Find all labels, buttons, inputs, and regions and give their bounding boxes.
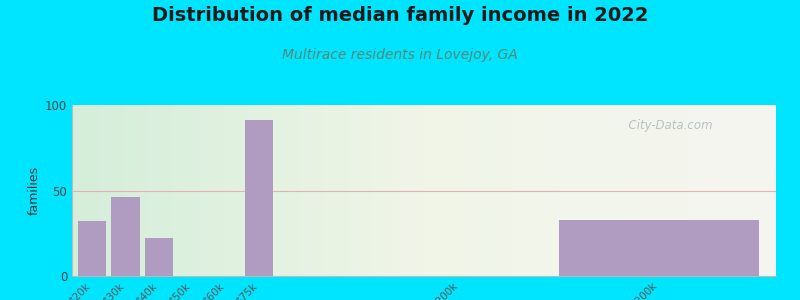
Text: Multirace residents in Lovejoy, GA: Multirace residents in Lovejoy, GA [282, 48, 518, 62]
Bar [559, 220, 759, 276]
Bar [245, 120, 273, 276]
Text: Distribution of median family income in 2022: Distribution of median family income in … [152, 6, 648, 25]
Text: City-Data.com: City-Data.com [621, 119, 713, 132]
Bar [111, 197, 139, 276]
Bar [78, 221, 106, 276]
Bar [145, 238, 173, 276]
Y-axis label: families: families [28, 166, 41, 215]
